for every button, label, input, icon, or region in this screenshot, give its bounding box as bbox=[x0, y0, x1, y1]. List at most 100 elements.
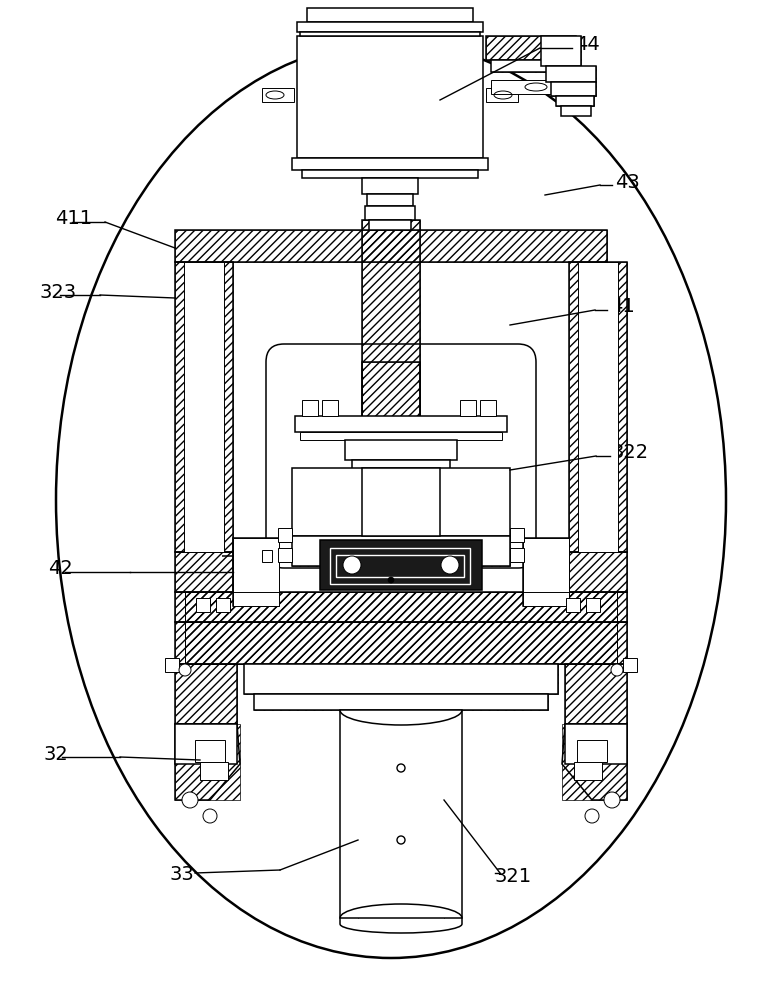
Bar bbox=[262, 88, 294, 102]
Text: 42: 42 bbox=[48, 560, 73, 578]
Bar bbox=[175, 724, 237, 764]
Circle shape bbox=[397, 764, 405, 772]
Circle shape bbox=[179, 664, 191, 676]
Bar bbox=[362, 178, 418, 194]
Bar bbox=[278, 548, 292, 562]
Circle shape bbox=[611, 664, 623, 676]
Bar bbox=[292, 158, 488, 170]
Bar bbox=[569, 552, 627, 592]
Bar bbox=[569, 262, 627, 552]
Bar bbox=[297, 22, 483, 32]
Circle shape bbox=[397, 836, 405, 844]
Bar bbox=[297, 36, 483, 158]
Bar bbox=[196, 598, 210, 612]
Bar bbox=[244, 664, 558, 694]
Bar bbox=[551, 82, 596, 96]
Bar bbox=[175, 622, 627, 664]
Bar bbox=[523, 538, 569, 606]
Circle shape bbox=[441, 556, 459, 574]
Bar bbox=[300, 32, 480, 36]
Bar bbox=[307, 8, 473, 22]
Bar bbox=[364, 362, 418, 550]
Bar bbox=[165, 658, 179, 672]
Bar bbox=[541, 36, 581, 66]
Bar bbox=[185, 592, 617, 622]
Bar bbox=[300, 432, 502, 440]
Bar bbox=[510, 548, 524, 562]
Bar bbox=[562, 724, 627, 800]
Bar bbox=[240, 545, 272, 600]
Circle shape bbox=[604, 792, 620, 808]
Text: 322: 322 bbox=[612, 444, 649, 462]
Text: 44: 44 bbox=[575, 35, 600, 54]
Bar bbox=[292, 536, 510, 566]
Bar bbox=[175, 552, 233, 592]
Bar bbox=[175, 664, 237, 724]
Bar bbox=[302, 400, 318, 416]
Bar bbox=[566, 598, 580, 612]
Polygon shape bbox=[562, 724, 627, 800]
Bar bbox=[302, 170, 478, 178]
Bar bbox=[185, 592, 617, 622]
Bar bbox=[177, 726, 235, 762]
Bar bbox=[254, 694, 548, 710]
Text: 321: 321 bbox=[495, 866, 532, 886]
Bar bbox=[523, 538, 569, 606]
Polygon shape bbox=[175, 724, 240, 800]
Bar bbox=[567, 726, 625, 762]
Bar bbox=[184, 262, 224, 552]
Bar bbox=[586, 598, 600, 612]
Text: 323: 323 bbox=[40, 282, 77, 302]
Bar bbox=[330, 548, 470, 584]
Circle shape bbox=[388, 577, 394, 583]
Bar bbox=[569, 262, 627, 552]
Text: 33: 33 bbox=[170, 865, 195, 884]
Bar bbox=[216, 598, 230, 612]
Bar bbox=[448, 536, 510, 566]
Bar bbox=[365, 206, 415, 220]
Bar bbox=[340, 710, 462, 918]
Text: 43: 43 bbox=[615, 172, 640, 192]
Bar bbox=[175, 230, 607, 262]
Bar bbox=[352, 460, 450, 470]
Bar bbox=[244, 664, 558, 694]
Bar bbox=[175, 230, 607, 262]
Bar bbox=[491, 60, 571, 72]
Circle shape bbox=[182, 792, 198, 808]
Bar bbox=[362, 362, 420, 550]
Bar bbox=[175, 592, 627, 622]
Bar bbox=[578, 262, 618, 552]
Bar bbox=[565, 664, 627, 724]
Bar bbox=[556, 96, 594, 106]
Bar bbox=[510, 528, 524, 542]
Bar bbox=[320, 540, 482, 590]
Bar bbox=[486, 88, 518, 102]
Bar bbox=[569, 552, 627, 592]
Bar bbox=[491, 60, 571, 72]
Bar bbox=[175, 262, 233, 552]
Bar bbox=[262, 550, 272, 562]
Bar bbox=[175, 592, 627, 622]
Bar bbox=[233, 538, 279, 606]
Bar bbox=[480, 400, 496, 416]
Bar bbox=[233, 538, 279, 606]
Bar bbox=[362, 468, 440, 536]
Bar bbox=[551, 82, 596, 96]
Bar bbox=[175, 552, 233, 592]
Bar bbox=[367, 194, 413, 206]
Circle shape bbox=[203, 809, 217, 823]
Bar bbox=[362, 220, 420, 420]
Bar bbox=[541, 36, 581, 66]
Circle shape bbox=[585, 809, 599, 823]
Bar bbox=[529, 545, 561, 600]
Bar bbox=[322, 400, 338, 416]
Bar bbox=[175, 622, 627, 664]
Bar bbox=[362, 362, 420, 502]
Bar bbox=[523, 538, 569, 606]
Bar bbox=[565, 664, 627, 724]
Bar bbox=[200, 762, 228, 780]
Bar bbox=[233, 538, 279, 606]
Bar bbox=[486, 36, 576, 60]
Bar bbox=[185, 622, 617, 664]
Bar bbox=[195, 740, 225, 762]
